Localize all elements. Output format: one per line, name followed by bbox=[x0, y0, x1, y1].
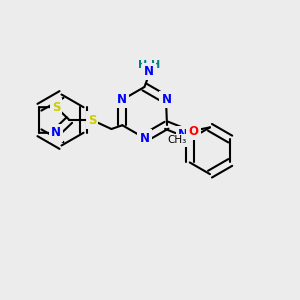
Text: N: N bbox=[140, 131, 149, 145]
Text: N: N bbox=[117, 93, 127, 106]
Text: O: O bbox=[188, 125, 199, 138]
Text: N: N bbox=[144, 65, 154, 78]
Text: S: S bbox=[52, 100, 60, 113]
Text: S: S bbox=[88, 113, 96, 127]
Text: CH₃: CH₃ bbox=[167, 135, 187, 145]
Text: H: H bbox=[172, 138, 181, 148]
Text: H: H bbox=[151, 60, 160, 70]
Text: N: N bbox=[178, 128, 188, 141]
Text: H: H bbox=[138, 60, 147, 70]
Text: N: N bbox=[51, 127, 61, 140]
Text: N: N bbox=[161, 93, 172, 106]
